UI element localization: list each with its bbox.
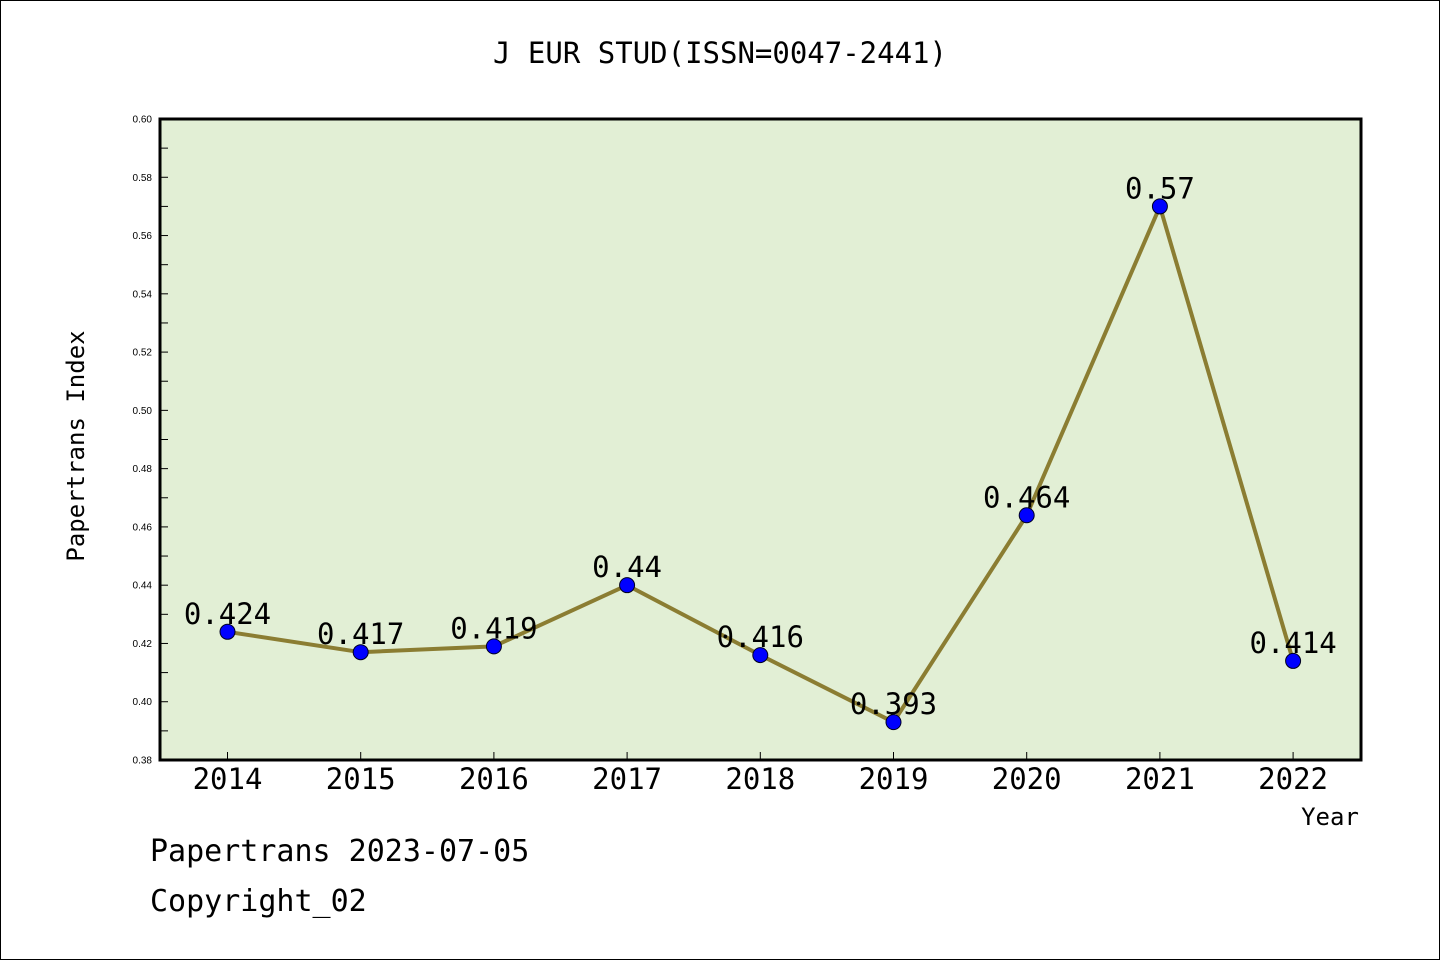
x-tick-label: 2018 bbox=[725, 762, 795, 796]
y-tick-label: 0.42 bbox=[133, 639, 153, 650]
data-point bbox=[219, 623, 236, 640]
y-tick-label: 0.56 bbox=[133, 231, 153, 242]
data-label: 0.414 bbox=[1249, 626, 1336, 660]
x-axis-label: Year bbox=[1301, 803, 1359, 831]
data-point bbox=[619, 577, 636, 594]
x-tick-label: 2020 bbox=[992, 762, 1062, 796]
y-tick-label: 0.60 bbox=[133, 115, 153, 126]
y-tick-label: 0.58 bbox=[133, 173, 153, 184]
plot-layer: 0.38 0.40 0.42 0.44 0.46 0.48 0.50 0.52 0.54 0.56… bbox=[62, 115, 1363, 831]
y-tick-label: 0.40 bbox=[133, 697, 153, 708]
y-tick-label: 0.52 bbox=[133, 348, 153, 359]
data-label: 0.464 bbox=[983, 480, 1070, 514]
x-tick-label: 2015 bbox=[326, 762, 396, 796]
y-tick-label: 0.44 bbox=[133, 581, 153, 592]
x-tick-label: 2014 bbox=[193, 762, 263, 796]
y-tick-label: 0.54 bbox=[133, 289, 153, 300]
data-label: 0.416 bbox=[717, 620, 804, 654]
y-tick-label: 0.46 bbox=[133, 522, 153, 533]
data-point bbox=[1018, 507, 1035, 524]
data-label: 0.393 bbox=[850, 687, 937, 721]
x-tick-label: 2019 bbox=[859, 762, 929, 796]
data-point bbox=[352, 644, 369, 661]
data-label: 0.419 bbox=[450, 611, 537, 645]
y-tick-label: 0.50 bbox=[133, 406, 153, 417]
x-tick-label: 2021 bbox=[1125, 762, 1195, 796]
y-tick-label: 0.48 bbox=[133, 464, 153, 475]
data-point bbox=[1151, 198, 1168, 215]
chart-title: J EUR STUD(ISSN=0047-2441) bbox=[493, 36, 947, 70]
plot-area-background bbox=[160, 119, 1361, 760]
data-label: 0.57 bbox=[1125, 171, 1195, 205]
plot-area-frame bbox=[158, 117, 1363, 762]
x-tick-label: 2016 bbox=[459, 762, 529, 796]
data-point bbox=[752, 647, 769, 664]
footer-copyright-text: Copyright_02 bbox=[150, 884, 367, 919]
data-point bbox=[885, 714, 902, 731]
y-axis-label: Papertrans Index bbox=[62, 330, 90, 561]
x-tick-label: 2017 bbox=[592, 762, 662, 796]
data-label: 0.44 bbox=[592, 550, 662, 584]
footer-date-text: Papertrans 2023-07-05 bbox=[150, 834, 530, 869]
data-point bbox=[485, 638, 502, 655]
data-label: 0.424 bbox=[184, 597, 271, 631]
data-point bbox=[1285, 652, 1302, 669]
x-tick-label: 2022 bbox=[1258, 762, 1328, 796]
y-tick-label: 0.38 bbox=[133, 756, 153, 767]
data-label: 0.417 bbox=[317, 617, 404, 651]
